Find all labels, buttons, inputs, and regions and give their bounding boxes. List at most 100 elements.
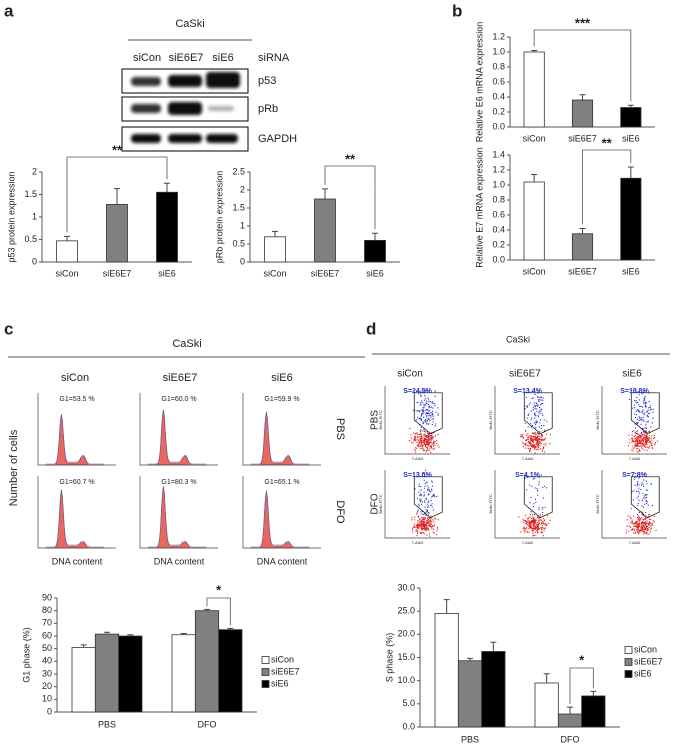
y-axis-label: S phase (%) bbox=[384, 633, 394, 683]
dot-cluster bbox=[628, 427, 658, 455]
dot-x-label: 7-AAD bbox=[522, 540, 534, 545]
y-tick-label: 15.0 bbox=[397, 652, 415, 662]
flow-x-label: DNA content bbox=[257, 556, 308, 566]
histogram-fit bbox=[250, 411, 310, 465]
legend-swatch bbox=[261, 668, 270, 676]
y-tick-label: 0.5 bbox=[232, 238, 245, 248]
bar bbox=[534, 682, 559, 728]
y-tick-label: 0.0 bbox=[402, 721, 415, 731]
dot-cluster bbox=[628, 389, 654, 438]
y-tick-label: 0 bbox=[47, 706, 52, 716]
gate bbox=[630, 476, 660, 519]
dot-cluster bbox=[408, 428, 440, 454]
significance-label: *** bbox=[575, 15, 591, 30]
flow-column-label: siCon bbox=[61, 372, 89, 384]
histogram-fit bbox=[45, 489, 105, 548]
significance-bracket bbox=[206, 597, 231, 626]
blot-row-label: GAPDH bbox=[258, 133, 297, 145]
y-tick-label: 25.0 bbox=[397, 606, 415, 616]
blot-title: CaSki bbox=[175, 18, 204, 30]
bar bbox=[56, 240, 78, 263]
dot-y-label: BrdU-FITC bbox=[595, 494, 600, 513]
y-tick-label: 10 bbox=[42, 694, 52, 704]
dot-cluster bbox=[518, 513, 551, 537]
error-bar bbox=[180, 632, 187, 635]
gate-label: S=24.5% bbox=[403, 388, 432, 395]
y-tick-label: 10.0 bbox=[397, 675, 415, 685]
dot-y-label: BrdU-FITC bbox=[488, 410, 493, 429]
y-tick-label: 0.6 bbox=[492, 76, 505, 86]
gate-label: S=13.4% bbox=[513, 388, 542, 395]
flow-title: CaSki bbox=[506, 334, 530, 344]
flow-column-label: siE6 bbox=[622, 369, 642, 380]
bar bbox=[523, 51, 545, 128]
x-tick-label: PBS bbox=[461, 734, 479, 744]
dot-cluster bbox=[412, 389, 439, 442]
bar bbox=[434, 613, 459, 728]
x-tick-label: siCon bbox=[523, 133, 546, 143]
dot-axes bbox=[384, 470, 450, 539]
y-tick-label: 40 bbox=[42, 656, 52, 666]
bar bbox=[94, 633, 120, 713]
lane-label: siCon bbox=[133, 52, 161, 64]
y-tick-label: 90 bbox=[42, 592, 52, 602]
error-bar bbox=[490, 641, 497, 652]
x-tick-label: siE6E7 bbox=[568, 133, 597, 143]
histogram-fill bbox=[45, 415, 105, 466]
error-bar bbox=[627, 104, 634, 108]
flow-column-label: siCon bbox=[397, 369, 423, 380]
gate bbox=[523, 392, 553, 435]
significance-label: * bbox=[216, 582, 222, 597]
y-tick-label: 1.4 bbox=[492, 149, 505, 159]
error-bar bbox=[227, 627, 234, 630]
y-tick-label: 30 bbox=[42, 668, 52, 678]
y-tick-label: 0.6 bbox=[492, 209, 505, 219]
y-tick-label: 20 bbox=[42, 681, 52, 691]
bar bbox=[620, 177, 642, 261]
error-bar bbox=[127, 634, 134, 636]
error-bar bbox=[64, 235, 70, 241]
blot-strips bbox=[121, 68, 249, 152]
dot-axes bbox=[494, 386, 560, 455]
y-tick-label: 2 bbox=[32, 166, 37, 176]
bar bbox=[171, 634, 196, 713]
histogram-axes bbox=[139, 476, 218, 549]
dot-cluster bbox=[625, 511, 657, 535]
legend-label: siE6E7 bbox=[634, 656, 663, 666]
legend-swatch bbox=[624, 670, 633, 678]
y-tick-label: 60 bbox=[42, 630, 52, 640]
significance-bracket bbox=[324, 165, 376, 230]
x-tick-label: DFO bbox=[198, 719, 217, 729]
y-tick-label: 80 bbox=[42, 605, 52, 615]
y-tick-label: 1.0 bbox=[492, 179, 505, 189]
dot-x-label: 7-AAD bbox=[629, 456, 641, 461]
legend-label: siE6 bbox=[271, 678, 289, 688]
histogram-fit bbox=[147, 486, 207, 548]
y-tick-label: 1 bbox=[32, 211, 37, 221]
flow-column-label: siE6E7 bbox=[163, 372, 198, 384]
significance-bracket bbox=[533, 29, 632, 102]
x-tick-label: DFO bbox=[561, 734, 580, 744]
dot-cluster bbox=[630, 473, 653, 524]
flow-row-label: PBS bbox=[370, 410, 381, 430]
gate-label: G1=65.1 % bbox=[264, 479, 299, 486]
histogram-fill bbox=[45, 490, 105, 549]
dot-axes bbox=[601, 470, 667, 539]
x-tick-label: siE6 bbox=[622, 133, 640, 143]
error-bar bbox=[543, 673, 550, 683]
significance-label: * bbox=[579, 652, 585, 667]
histogram-axes bbox=[37, 393, 116, 466]
gate-label: G1=60.7 % bbox=[59, 479, 94, 486]
y-axis-label: p53 protein expression bbox=[6, 171, 16, 262]
y-tick-label: 2.5 bbox=[232, 166, 245, 176]
gate-label: S=13.0% bbox=[403, 472, 432, 479]
y-tick-label: 1.2 bbox=[492, 164, 505, 174]
lane-label: siE6 bbox=[212, 52, 233, 64]
bar bbox=[557, 713, 583, 728]
dot-y-label: BrdU-FITC bbox=[488, 494, 493, 513]
y-tick-label: 0.2 bbox=[492, 106, 505, 116]
flow-row-label: DFO bbox=[370, 493, 381, 514]
dot-x-label: 7-AAD bbox=[629, 540, 641, 545]
flow-row-label: DFO bbox=[334, 500, 346, 524]
